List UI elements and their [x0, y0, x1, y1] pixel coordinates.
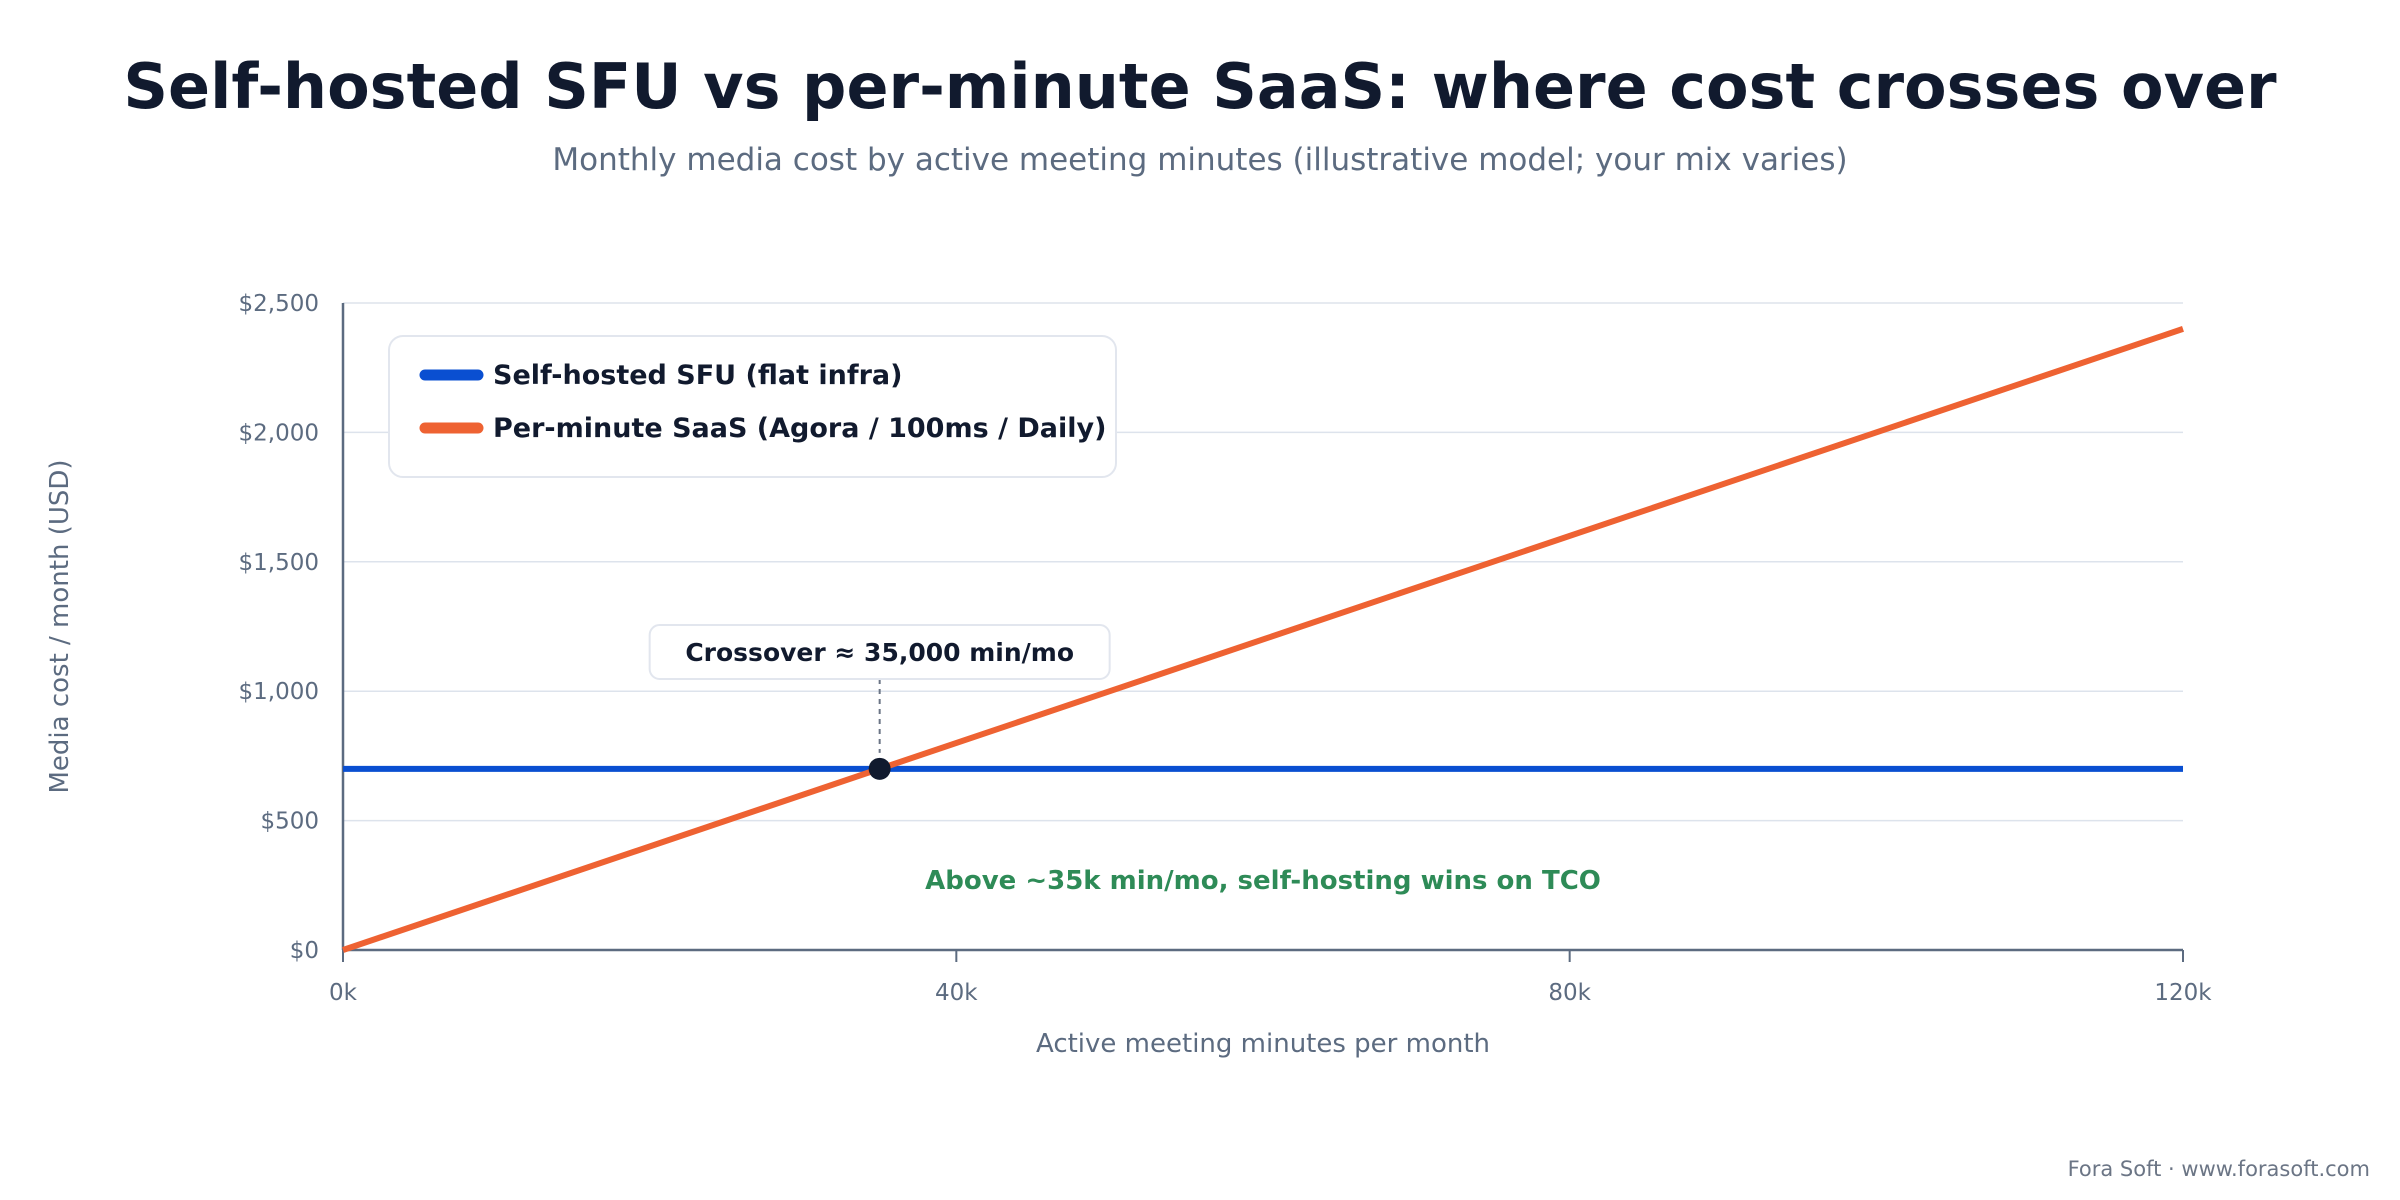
- x-tick-label: 0k: [329, 980, 358, 1006]
- crossover-label: Crossover ≈ 35,000 min/mo: [685, 638, 1074, 667]
- x-axis-label: Active meeting minutes per month: [1036, 1029, 1490, 1059]
- footer-credit: Fora Soft · www.forasoft.com: [2067, 1157, 2370, 1181]
- crossover-point: [868, 757, 891, 780]
- y-tick-label: $2,000: [239, 420, 319, 446]
- x-tick-label: 120k: [2154, 980, 2212, 1006]
- legend-box: [388, 335, 1117, 478]
- y-tick-label: $1,000: [239, 679, 319, 705]
- legend-label: Per-minute SaaS (Agora / 100ms / Daily): [493, 413, 1106, 444]
- crossover-callout-box: [648, 624, 1111, 680]
- y-tick-label: $1,500: [239, 550, 319, 576]
- y-tick-label: $0: [290, 938, 319, 964]
- legend-label: Self-hosted SFU (flat infra): [493, 360, 902, 391]
- x-tick-label: 80k: [1548, 980, 1591, 1006]
- y-axis-label: Media cost / month (USD): [45, 459, 75, 793]
- x-tick-label: 40k: [935, 980, 978, 1006]
- chart-subtitle: Monthly media cost by active meeting min…: [552, 142, 1848, 178]
- chart-title: Self-hosted SFU vs per-minute SaaS: wher…: [123, 50, 2277, 123]
- series-line-saas: [342, 326, 2184, 953]
- y-tick-label: $500: [260, 809, 319, 835]
- y-tick-label: $2,500: [239, 291, 319, 317]
- legend: Self-hosted SFU (flat infra) Per-minute S…: [388, 335, 1117, 478]
- chart-annotation: Above ~35k min/mo, self-hosting wins on …: [925, 866, 1601, 896]
